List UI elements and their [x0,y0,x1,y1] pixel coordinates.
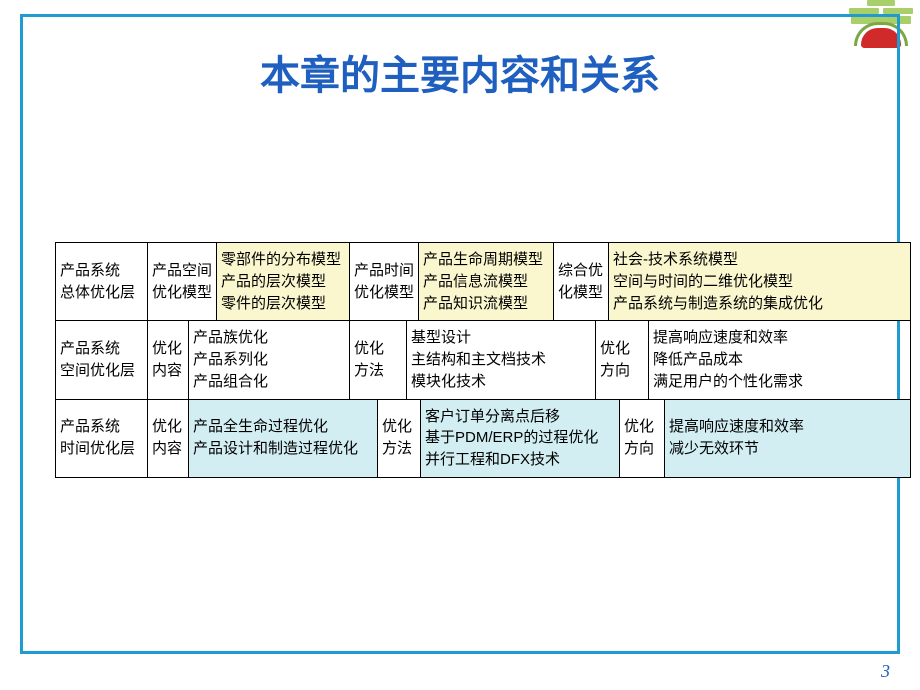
row1-box-c: 社会-技术系统模型 空间与时间的二维优化模型 产品系统与制造系统的集成优化 [608,243,910,320]
row3-box-b: 客户订单分离点后移 基于PDM/ERP的过程优化 并行工程和DFX技术 [420,400,620,477]
slide-frame: 本章的主要内容和关系 产品系统 总体优化层 产品空间 优化模型 零部件的分布模型… [20,14,900,654]
row2-box-b: 基型设计 主结构和主文档技术 模块化技术 [406,321,596,398]
row3-label-b: 优化 方法 [378,400,420,477]
row2-label-c: 优化 方向 [596,321,648,398]
row2-label-a: 优化 内容 [148,321,188,398]
row3-header: 产品系统 时间优化层 [56,400,148,477]
row1-label-a: 产品空间 优化模型 [148,243,216,320]
row1-label-c: 综合优 化模型 [554,243,608,320]
row3-box-c: 提高响应速度和效率 减少无效环节 [664,400,910,477]
row2-label-b: 优化 方法 [350,321,406,398]
row2-box-a: 产品族优化 产品系列化 产品组合化 [188,321,350,398]
slide-title: 本章的主要内容和关系 [23,43,897,101]
table-row: 产品系统 总体优化层 产品空间 优化模型 零部件的分布模型 产品的层次模型 零件… [56,243,910,321]
row2-header: 产品系统 空间优化层 [56,321,148,398]
table-row: 产品系统 时间优化层 优化 内容 产品全生命过程优化 产品设计和制造过程优化 优… [56,400,910,477]
row1-label-b: 产品时间 优化模型 [350,243,418,320]
page-number: 3 [881,661,890,682]
row3-label-c: 优化 方向 [620,400,664,477]
table-row: 产品系统 空间优化层 优化 内容 产品族优化 产品系列化 产品组合化 优化 方法… [56,321,910,399]
row1-header: 产品系统 总体优化层 [56,243,148,320]
row1-box-a: 零部件的分布模型 产品的层次模型 零件的层次模型 [216,243,350,320]
row3-label-a: 优化 内容 [148,400,188,477]
row2-box-c: 提高响应速度和效率 降低产品成本 满足用户的个性化需求 [648,321,910,398]
row1-box-b: 产品生命周期模型 产品信息流模型 产品知识流模型 [418,243,554,320]
row3-box-a: 产品全生命过程优化 产品设计和制造过程优化 [188,400,378,477]
content-table: 产品系统 总体优化层 产品空间 优化模型 零部件的分布模型 产品的层次模型 零件… [55,242,911,478]
